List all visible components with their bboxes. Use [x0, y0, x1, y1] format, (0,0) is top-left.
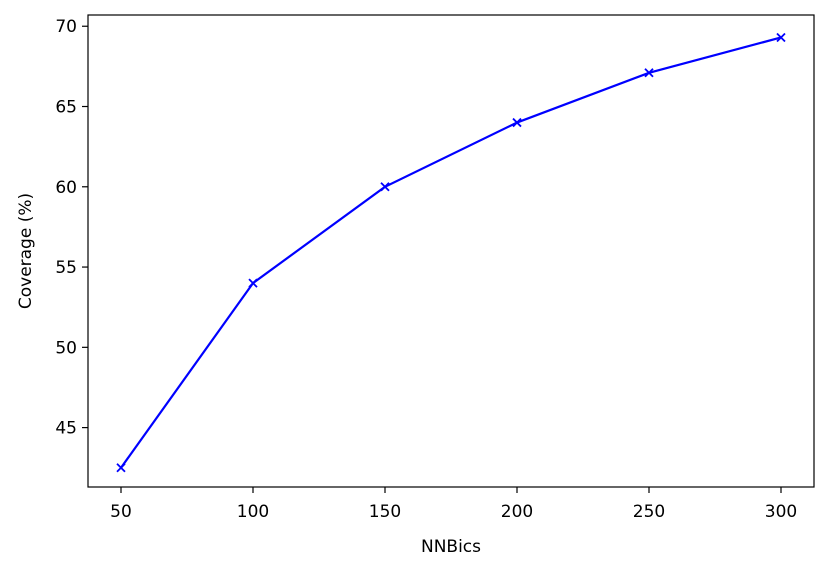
- series-line: [120, 36, 782, 469]
- data-point: [512, 117, 522, 128]
- data-point: [776, 32, 786, 43]
- x-tick-label: 300: [765, 502, 797, 522]
- y-tick-label: 55: [55, 258, 77, 278]
- data-point: [380, 182, 390, 192]
- x-tick-label: 50: [110, 502, 132, 522]
- y-tick-label: 70: [55, 17, 77, 37]
- data-point: [644, 68, 654, 78]
- x-tick-label: 250: [633, 502, 665, 522]
- y-tick-label: 60: [55, 178, 77, 198]
- plot-frame: [87, 14, 815, 488]
- y-tick-label: 65: [55, 98, 77, 118]
- y-tick-label: 45: [55, 419, 77, 439]
- data-point: [116, 463, 126, 473]
- x-axis-label: NNBics: [421, 537, 481, 557]
- y-tick-label: 50: [55, 338, 77, 358]
- x-tick-label: 200: [501, 502, 533, 522]
- data-point: [248, 278, 258, 288]
- y-axis-label: Coverage (%): [16, 193, 36, 309]
- x-tick-label: 100: [237, 502, 269, 522]
- x-tick-label: 150: [369, 502, 401, 522]
